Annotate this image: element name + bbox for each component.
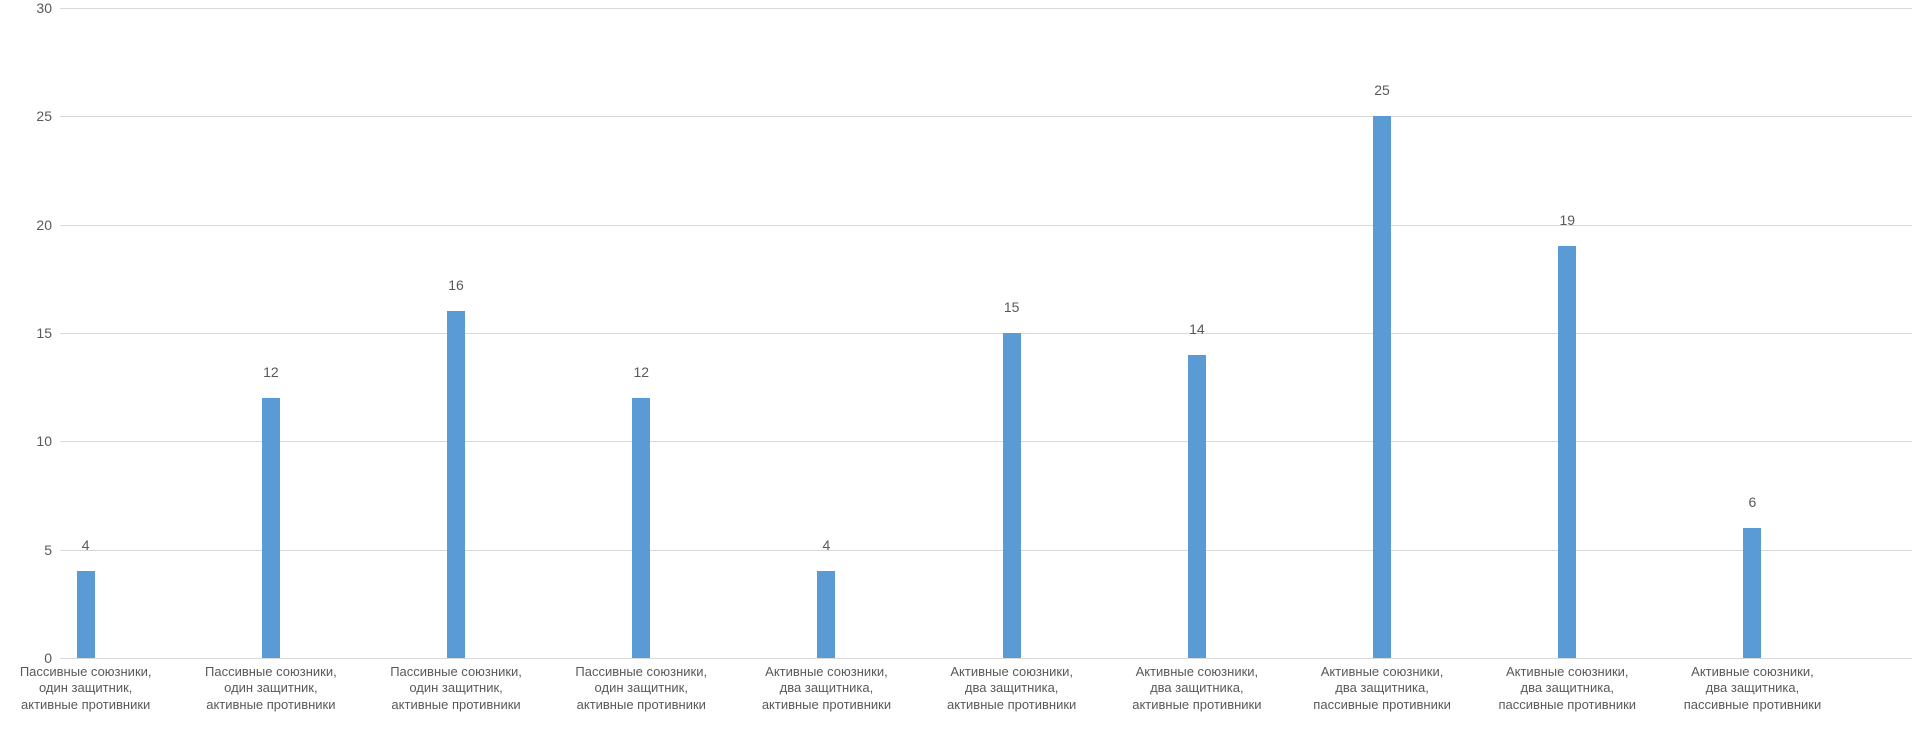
- bar-value-label: 4: [823, 537, 831, 553]
- x-axis-label: Активные союзники,два защитника,активные…: [738, 664, 914, 713]
- bar-value-label: 15: [1004, 299, 1020, 315]
- y-tick-label: 5: [44, 542, 60, 558]
- y-tick-label: 30: [36, 0, 60, 16]
- x-axis-label: Пассивные союзники,один защитник,активны…: [368, 664, 544, 713]
- bar: [632, 398, 650, 658]
- gridline: [60, 8, 1912, 9]
- gridline: [60, 658, 1912, 659]
- gridline: [60, 441, 1912, 442]
- y-tick-label: 20: [36, 217, 60, 233]
- bar-value-label: 12: [633, 364, 649, 380]
- bar-value-label: 19: [1559, 212, 1575, 228]
- gridline: [60, 550, 1912, 551]
- bar: [1373, 116, 1391, 658]
- x-axis-label: Пассивные союзники,один защитник,активны…: [0, 664, 174, 713]
- bar-value-label: 16: [448, 277, 464, 293]
- bar-value-label: 14: [1189, 321, 1205, 337]
- bar: [817, 571, 835, 658]
- bar-value-label: 25: [1374, 82, 1390, 98]
- gridline: [60, 225, 1912, 226]
- y-tick-label: 25: [36, 108, 60, 124]
- bar: [77, 571, 95, 658]
- bar: [1188, 355, 1206, 658]
- bar: [262, 398, 280, 658]
- bar-value-label: 12: [263, 364, 279, 380]
- bar: [1558, 246, 1576, 658]
- plot-area: 05101520253041216124151425196: [60, 8, 1912, 658]
- bar: [447, 311, 465, 658]
- bar-chart: 05101520253041216124151425196 Пассивные …: [0, 0, 1920, 744]
- y-tick-label: 10: [36, 433, 60, 449]
- bar-value-label: 6: [1749, 494, 1757, 510]
- x-axis-label: Активные союзники,два защитника,пассивны…: [1664, 664, 1840, 713]
- y-tick-label: 15: [36, 325, 60, 341]
- x-axis-label: Активные союзники,два защитника,активные…: [1109, 664, 1285, 713]
- bar: [1743, 528, 1761, 658]
- x-axis-label: Активные союзники,два защитника,пассивны…: [1294, 664, 1470, 713]
- gridline: [60, 116, 1912, 117]
- x-axis-label: Активные союзники,два защитника,пассивны…: [1479, 664, 1655, 713]
- x-axis-label: Пассивные союзники,один защитник,активны…: [553, 664, 729, 713]
- x-axis-label: Пассивные союзники,один защитник,активны…: [183, 664, 359, 713]
- bar: [1003, 333, 1021, 658]
- x-axis-label: Активные союзники,два защитника,активные…: [924, 664, 1100, 713]
- bar-value-label: 4: [82, 537, 90, 553]
- gridline: [60, 333, 1912, 334]
